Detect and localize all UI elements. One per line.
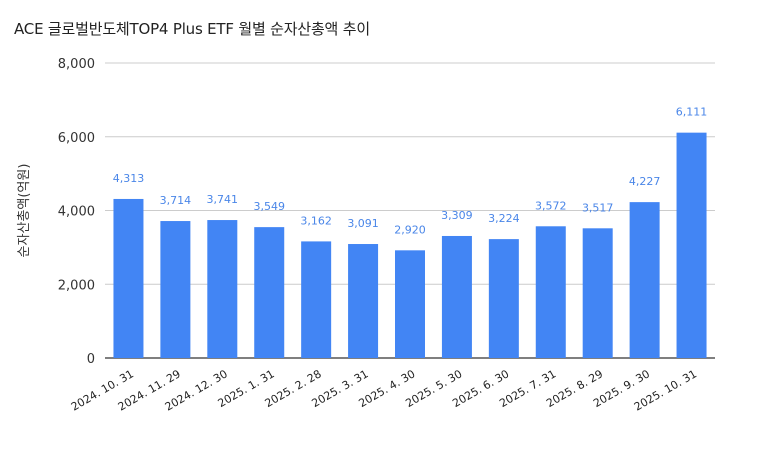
bar-data-label: 3,517 xyxy=(582,201,614,214)
bar-data-label: 3,549 xyxy=(253,200,285,213)
bar-data-label: 3,572 xyxy=(535,199,567,212)
bar xyxy=(582,228,613,358)
y-tick-label: 6,000 xyxy=(58,131,95,146)
bar-data-label: 3,162 xyxy=(300,214,332,227)
bar xyxy=(348,244,379,358)
bar-data-label: 3,091 xyxy=(347,217,379,230)
chart-title: ACE 글로벌반도체TOP4 Plus ETF 월별 순자산총액 추이 xyxy=(14,20,370,38)
bar-data-label: 2,920 xyxy=(394,223,426,236)
bar xyxy=(488,239,519,358)
y-tick-label: 4,000 xyxy=(58,205,95,220)
bar xyxy=(254,227,285,358)
bar-data-label: 3,741 xyxy=(207,193,239,206)
bar xyxy=(160,221,191,358)
bar xyxy=(301,241,332,358)
bar xyxy=(441,235,472,358)
bar xyxy=(113,198,144,358)
bar-data-label: 3,224 xyxy=(488,212,520,225)
bar xyxy=(535,226,566,358)
bar-data-label: 3,309 xyxy=(441,209,473,222)
bar-data-label: 6,111 xyxy=(676,106,708,119)
y-axis-title: 순자산총액(억원) xyxy=(17,164,32,258)
bar-data-label: 4,313 xyxy=(113,172,145,185)
bar-data-label: 4,227 xyxy=(629,175,661,188)
bar xyxy=(676,132,707,358)
y-tick-label: 0 xyxy=(87,352,95,367)
bar xyxy=(629,202,660,358)
bar-data-label: 3,714 xyxy=(160,194,192,207)
y-tick-label: 8,000 xyxy=(58,57,95,72)
bar xyxy=(207,220,238,358)
y-tick-label: 2,000 xyxy=(58,278,95,293)
bar xyxy=(395,250,425,358)
